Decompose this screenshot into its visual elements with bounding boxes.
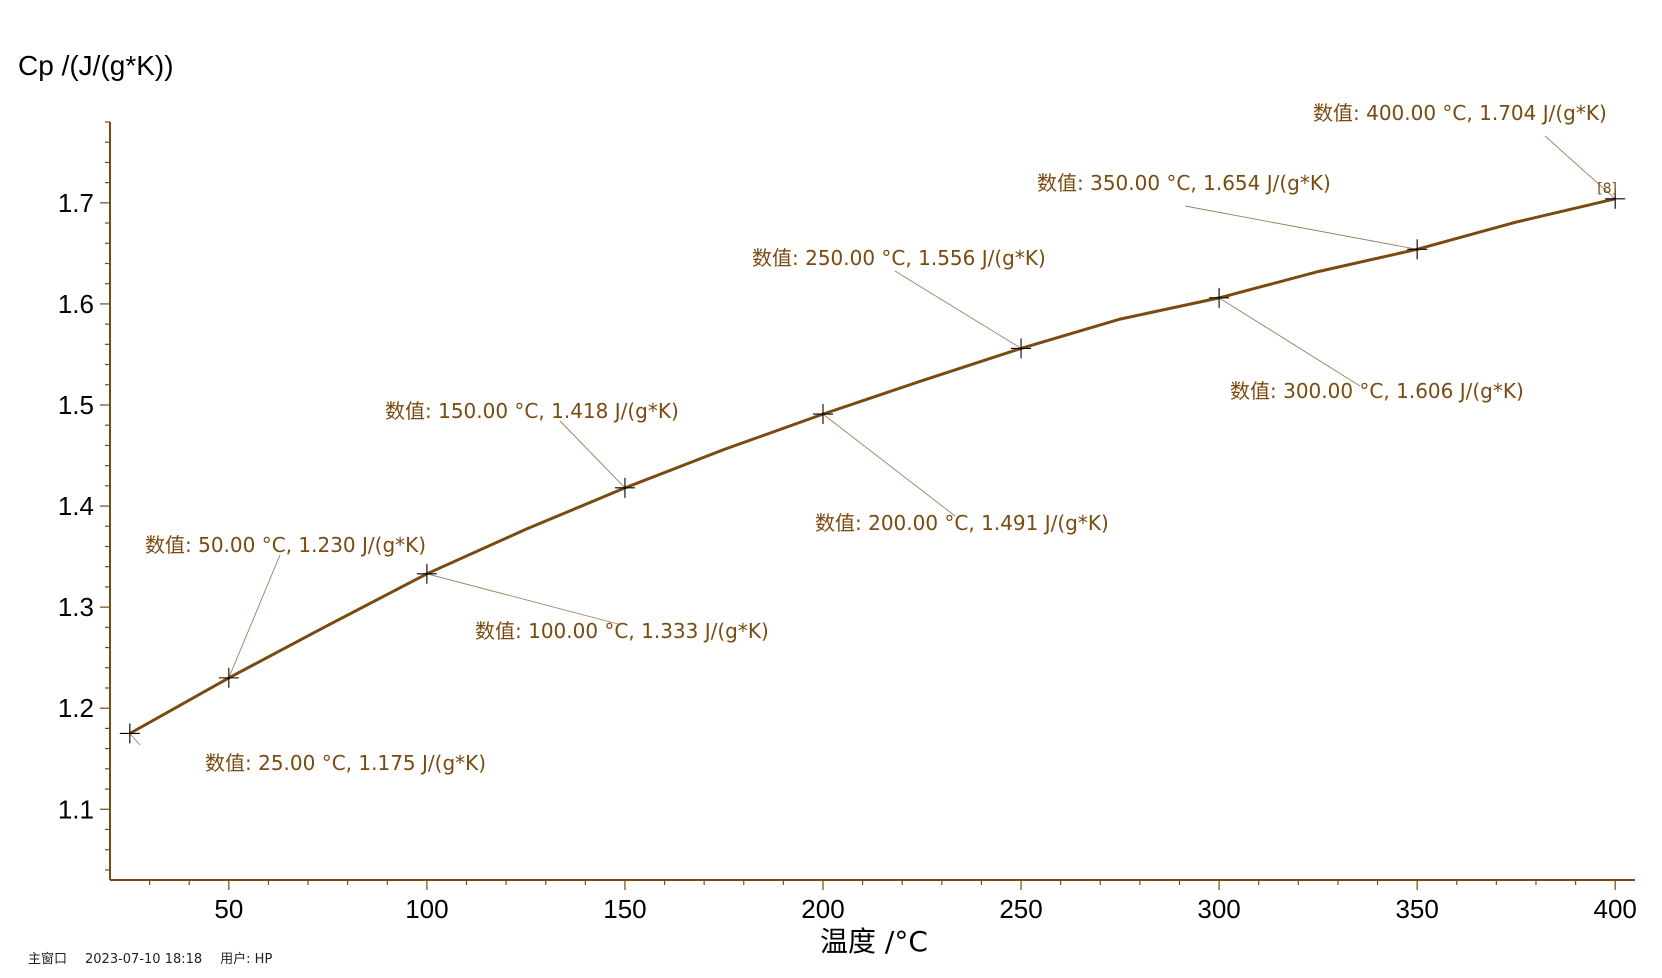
x-tick-label: 350 [1395,894,1438,924]
y-tick-label: 1.6 [58,289,94,319]
y-tick-label: 1.4 [58,491,94,521]
annotation-label: 数值: 50.00 °C, 1.230 J/(g*K) [145,533,426,557]
cp-series-line [129,197,1616,735]
annotation-leader [559,420,626,489]
x-axis-label: 温度 /°C [820,925,928,958]
annotation-label: 数值: 25.00 °C, 1.175 J/(g*K) [205,751,486,775]
x-tick-label: 150 [603,894,646,924]
annotation-leader [228,554,281,679]
x-tick-label: 50 [214,894,243,924]
annotation-label: 数值: 350.00 °C, 1.654 J/(g*K) [1037,171,1331,195]
timestamp: 2023-07-10 18:18 [85,952,203,967]
annotation-label: 数值: 150.00 °C, 1.418 J/(g*K) [385,399,679,423]
y-tick-label: 1.1 [58,794,94,824]
user-name: 用户: HP [220,952,273,967]
annotation-label: 数值: 200.00 °C, 1.491 J/(g*K) [815,511,1109,535]
annotation-leader [1184,205,1418,250]
y-tick-label: 1.3 [58,592,94,622]
x-tick-label: 100 [405,894,448,924]
annotation-leader [822,413,956,517]
status-footer: 主窗口 2023-07-10 18:18 用户: HP [28,948,290,967]
annotation-label: 数值: 400.00 °C, 1.704 J/(g*K) [1313,101,1607,125]
x-tick-label: 200 [801,894,844,924]
annotation-leader [1218,297,1361,387]
window-name: 主窗口 [28,952,68,967]
y-tick-label: 1.2 [58,693,94,723]
y-axis-label: Cp /(J/(g*K)) [18,50,174,81]
x-tick-label: 400 [1593,894,1636,924]
annotation-leader [426,573,619,625]
y-tick-label: 1.7 [58,188,94,218]
annotation-leader [1544,135,1616,200]
end-marker-label: [8] [1597,181,1617,197]
annotation-leader [894,270,1022,349]
x-tick-label: 250 [999,894,1042,924]
annotation-label: 数值: 250.00 °C, 1.556 J/(g*K) [752,246,1046,270]
x-tick-label: 300 [1197,894,1240,924]
annotation-label: 数值: 300.00 °C, 1.606 J/(g*K) [1230,379,1524,403]
annotation-label: 数值: 100.00 °C, 1.333 J/(g*K) [475,619,769,643]
annotation-leader [129,733,141,746]
y-tick-label: 1.5 [58,390,94,420]
